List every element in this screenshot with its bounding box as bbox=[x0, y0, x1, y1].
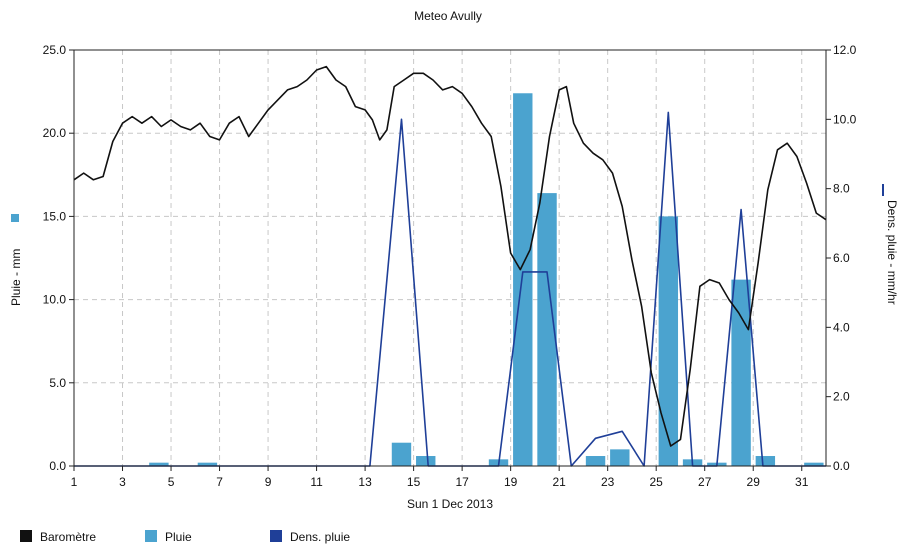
rain-bar bbox=[537, 193, 557, 466]
rain-bar bbox=[755, 456, 776, 466]
rain-density-line bbox=[74, 111, 826, 467]
y-right-tick-label: 0.0 bbox=[833, 459, 850, 473]
y-left-tick-label: 5.0 bbox=[49, 376, 66, 390]
y-right-tick-label: 6.0 bbox=[833, 251, 850, 265]
legend-swatch bbox=[145, 530, 157, 542]
x-tick-label: 17 bbox=[455, 475, 469, 489]
series-lines bbox=[73, 65, 827, 467]
legend-swatch bbox=[270, 530, 282, 542]
legend-swatch bbox=[20, 530, 32, 542]
legend-label: Dens. pluie bbox=[290, 530, 350, 544]
rain-bar bbox=[416, 456, 436, 466]
legend: Baromètre Pluie Dens. pluie bbox=[20, 530, 350, 544]
x-tick-label: 9 bbox=[265, 475, 272, 489]
x-tick-label: 5 bbox=[168, 475, 175, 489]
x-tick-label: 23 bbox=[601, 475, 615, 489]
rain-bar bbox=[391, 442, 412, 466]
x-axis-label: Sun 1 Dec 2013 bbox=[407, 497, 493, 511]
y-left-tick-label: 0.0 bbox=[49, 459, 66, 473]
x-tick-label: 21 bbox=[552, 475, 566, 489]
legend-label: Baromètre bbox=[40, 530, 96, 544]
x-tick-label: 15 bbox=[407, 475, 421, 489]
rain-bar bbox=[149, 462, 169, 466]
barometer-line bbox=[73, 65, 827, 447]
x-tick-label: 13 bbox=[358, 475, 372, 489]
x-tick-label: 11 bbox=[310, 475, 323, 489]
y-right-tick-label: 10.0 bbox=[833, 112, 857, 126]
x-tick-label: 31 bbox=[795, 475, 809, 489]
y-right-tick-label: 12.0 bbox=[833, 43, 857, 57]
chart-title: Meteo Avully bbox=[414, 9, 482, 23]
y-left-tick-label: 10.0 bbox=[43, 293, 67, 307]
y-right-tick-label: 2.0 bbox=[833, 390, 850, 404]
x-tick-label: 3 bbox=[119, 475, 126, 489]
x-tick-label: 19 bbox=[504, 475, 518, 489]
grid-lines bbox=[74, 50, 826, 466]
left-axis-marker bbox=[11, 214, 19, 222]
axis-ticks: 1 3 5 7 9 11 13 15 17 19 21 23 25 27 29 310.05.010.015.… bbox=[43, 43, 857, 489]
y-left-tick-label: 25.0 bbox=[43, 43, 67, 57]
legend-label: Pluie bbox=[165, 530, 192, 544]
rain-bar bbox=[585, 456, 606, 466]
x-tick-label: 1 bbox=[71, 475, 78, 489]
rain-bar bbox=[513, 93, 533, 466]
y-right-tick-label: 8.0 bbox=[833, 182, 850, 196]
x-tick-label: 27 bbox=[698, 475, 712, 489]
x-tick-label: 25 bbox=[650, 475, 664, 489]
rain-bar bbox=[658, 216, 679, 466]
rain-bar bbox=[804, 462, 824, 466]
x-tick-label: 29 bbox=[747, 475, 761, 489]
x-tick-label: 7 bbox=[216, 475, 223, 489]
rain-bar bbox=[197, 462, 218, 466]
y-right-tick-label: 4.0 bbox=[833, 320, 850, 334]
y-axis-right-label: Dens. pluie - mm/hr bbox=[885, 200, 899, 305]
y-left-tick-label: 20.0 bbox=[43, 126, 67, 140]
y-left-tick-label: 15.0 bbox=[43, 209, 67, 223]
rain-bar bbox=[610, 449, 630, 466]
y-axis-left-label: Pluie - mm bbox=[9, 249, 23, 306]
